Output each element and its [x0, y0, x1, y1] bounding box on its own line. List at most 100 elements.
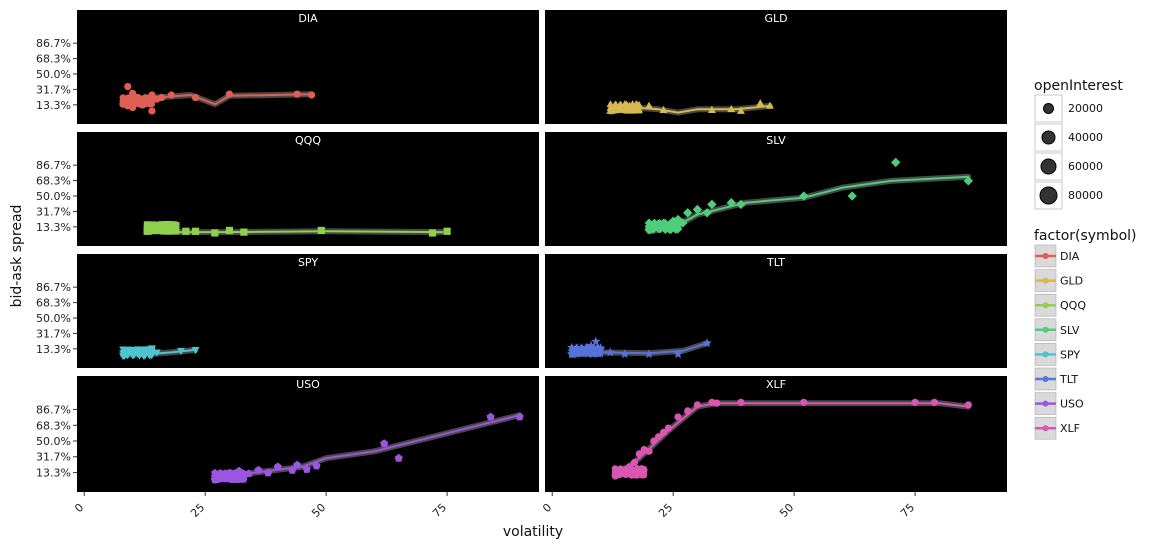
data-point	[158, 93, 166, 102]
strip-label: QQQ	[295, 134, 321, 147]
data-point-cluster	[588, 345, 598, 355]
data-point-cluster	[632, 468, 640, 476]
data-point	[659, 105, 668, 113]
data-point	[799, 191, 809, 201]
legend-size-title: openInterest	[1034, 78, 1123, 94]
y-tick-label: 86.7%	[36, 159, 71, 172]
data-point	[240, 228, 248, 236]
data-point	[659, 428, 668, 436]
data-point	[737, 398, 745, 406]
x-tick-label: 25	[188, 501, 207, 520]
legend-color-item: DIA	[1034, 244, 1080, 268]
data-point	[702, 208, 712, 218]
data-point	[650, 437, 658, 445]
data-point	[654, 222, 664, 232]
data-point-cluster	[626, 469, 634, 477]
data-point	[211, 229, 219, 237]
data-point	[616, 103, 624, 111]
data-point	[964, 401, 972, 409]
panel-gld: GLD	[545, 10, 1007, 124]
data-point	[683, 208, 693, 218]
data-point	[911, 398, 919, 406]
data-point	[678, 218, 688, 228]
y-tick-label: 68.3%	[36, 175, 71, 188]
legend-color-item: GLD	[1034, 269, 1083, 292]
legend-size-item: 60000	[1034, 152, 1103, 181]
strip-label: GLD	[764, 12, 787, 25]
x-tick-label: 75	[898, 501, 917, 520]
x-tick-labels: 0 25 50 75 0 25 50 75	[72, 492, 917, 520]
data-point	[293, 90, 301, 98]
y-tick-labels: 13.3% 31.7% 50.0% 68.3% 86.7% 13.3% 31.7% 50.0%…	[36, 37, 77, 480]
legend-size-label: 60000	[1068, 160, 1103, 173]
data-point	[158, 222, 166, 230]
legend-color-item: SPY	[1034, 343, 1080, 366]
data-point	[605, 347, 616, 357]
data-point	[143, 96, 151, 104]
data-point	[891, 157, 901, 168]
legend-color-label: QQQ	[1060, 299, 1086, 312]
y-tick-label: 50.0%	[36, 435, 71, 448]
y-tick-label: 68.3%	[36, 419, 71, 432]
data-point	[244, 469, 253, 478]
data-point-cluster	[632, 102, 640, 110]
legend-size-label: 40000	[1068, 131, 1103, 144]
y-tick-label: 31.7%	[36, 451, 71, 464]
data-point	[148, 345, 156, 353]
data-point-cluster	[576, 343, 586, 353]
legend-color-title: factor(symbol)	[1034, 228, 1137, 244]
data-point	[736, 106, 745, 114]
data-point	[486, 412, 495, 421]
data-point	[713, 399, 721, 407]
panel-qqq: QQQ	[77, 132, 539, 246]
panel-slv: SLV	[545, 132, 1007, 246]
data-point	[143, 347, 152, 355]
data-point-cluster	[659, 222, 669, 232]
data-point-cluster	[128, 347, 136, 355]
data-point	[129, 89, 137, 97]
y-tick-label: 68.3%	[36, 297, 71, 310]
data-point	[129, 104, 137, 112]
panel-spy: SPY	[77, 254, 539, 368]
y-tick-label: 31.7%	[36, 327, 71, 340]
data-point	[167, 226, 175, 234]
y-tick-label: 31.7%	[36, 83, 71, 96]
data-point	[317, 226, 325, 235]
legend-color-label: GLD	[1060, 275, 1083, 288]
data-point	[664, 424, 672, 432]
data-point-cluster	[592, 345, 602, 354]
data-point	[308, 91, 316, 99]
data-point	[254, 465, 263, 474]
data-point	[736, 199, 746, 210]
legend-color-item: XLF	[1034, 416, 1080, 440]
strip-label: USO	[296, 378, 320, 391]
y-tick-label: 50.0%	[36, 312, 71, 325]
panel-tlt: TLT	[545, 254, 1007, 368]
data-point	[177, 347, 185, 356]
data-point	[210, 475, 219, 484]
legend-color-label: SPY	[1060, 348, 1080, 361]
data-point	[702, 338, 712, 348]
data-point-cluster	[645, 220, 655, 230]
y-tick-label: 13.3%	[36, 467, 71, 480]
legend-size-items: 20000 40000 60000 80000	[1034, 94, 1103, 210]
strip-label: SPY	[298, 256, 318, 269]
data-point-cluster	[568, 344, 578, 354]
data-point	[293, 460, 302, 469]
panel-uso: USO	[77, 376, 539, 492]
legend-size-label: 20000	[1068, 102, 1103, 115]
legend-color-label: SLV	[1060, 324, 1080, 337]
x-axis-title: volatility	[503, 524, 563, 540]
data-point-cluster	[141, 353, 149, 360]
data-point	[234, 466, 244, 475]
data-point	[693, 401, 701, 409]
data-point	[148, 107, 156, 115]
data-point	[707, 199, 717, 210]
data-point-cluster	[588, 349, 599, 358]
data-point	[707, 105, 716, 113]
strip-label: XLF	[766, 378, 786, 391]
data-point-cluster	[589, 342, 599, 352]
data-point	[167, 91, 175, 99]
data-point	[595, 343, 606, 353]
panel-background	[545, 132, 1007, 246]
